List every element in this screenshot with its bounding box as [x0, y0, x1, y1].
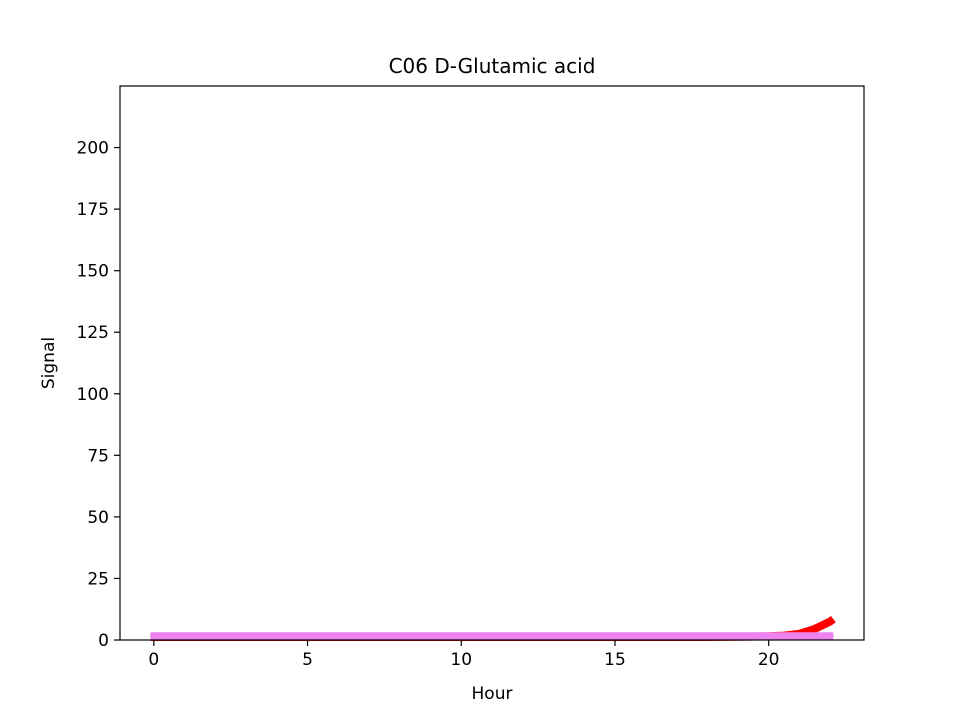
y-tick-label: 50: [87, 508, 109, 528]
x-tick-label: 15: [604, 650, 626, 670]
y-tick-label: 150: [77, 262, 109, 282]
x-axis-label: Hour: [472, 684, 513, 704]
x-axis-ticks: 0 5 10 15 20: [148, 640, 780, 670]
plot-area: [120, 86, 864, 640]
x-tick-label: 20: [758, 650, 780, 670]
y-tick-label: 100: [77, 385, 109, 405]
chart-title: C06 D-Glutamic acid: [389, 54, 596, 78]
series-layer: [150, 615, 836, 641]
x-tick-label: 10: [450, 650, 472, 670]
y-tick-label: 25: [87, 569, 109, 589]
y-tick-label: 200: [77, 139, 109, 159]
y-axis-ticks: 0 25 50 75 100 125 150 175 200: [77, 139, 120, 651]
x-tick-label: 5: [302, 650, 313, 670]
y-tick-label: 175: [77, 200, 109, 220]
y-axis-label: Signal: [39, 337, 59, 389]
y-tick-label: 0: [98, 631, 109, 651]
x-tick-label: 0: [148, 650, 159, 670]
plot-frame: [119, 85, 865, 641]
y-tick-label: 125: [77, 323, 109, 343]
y-tick-label: 75: [87, 446, 109, 466]
